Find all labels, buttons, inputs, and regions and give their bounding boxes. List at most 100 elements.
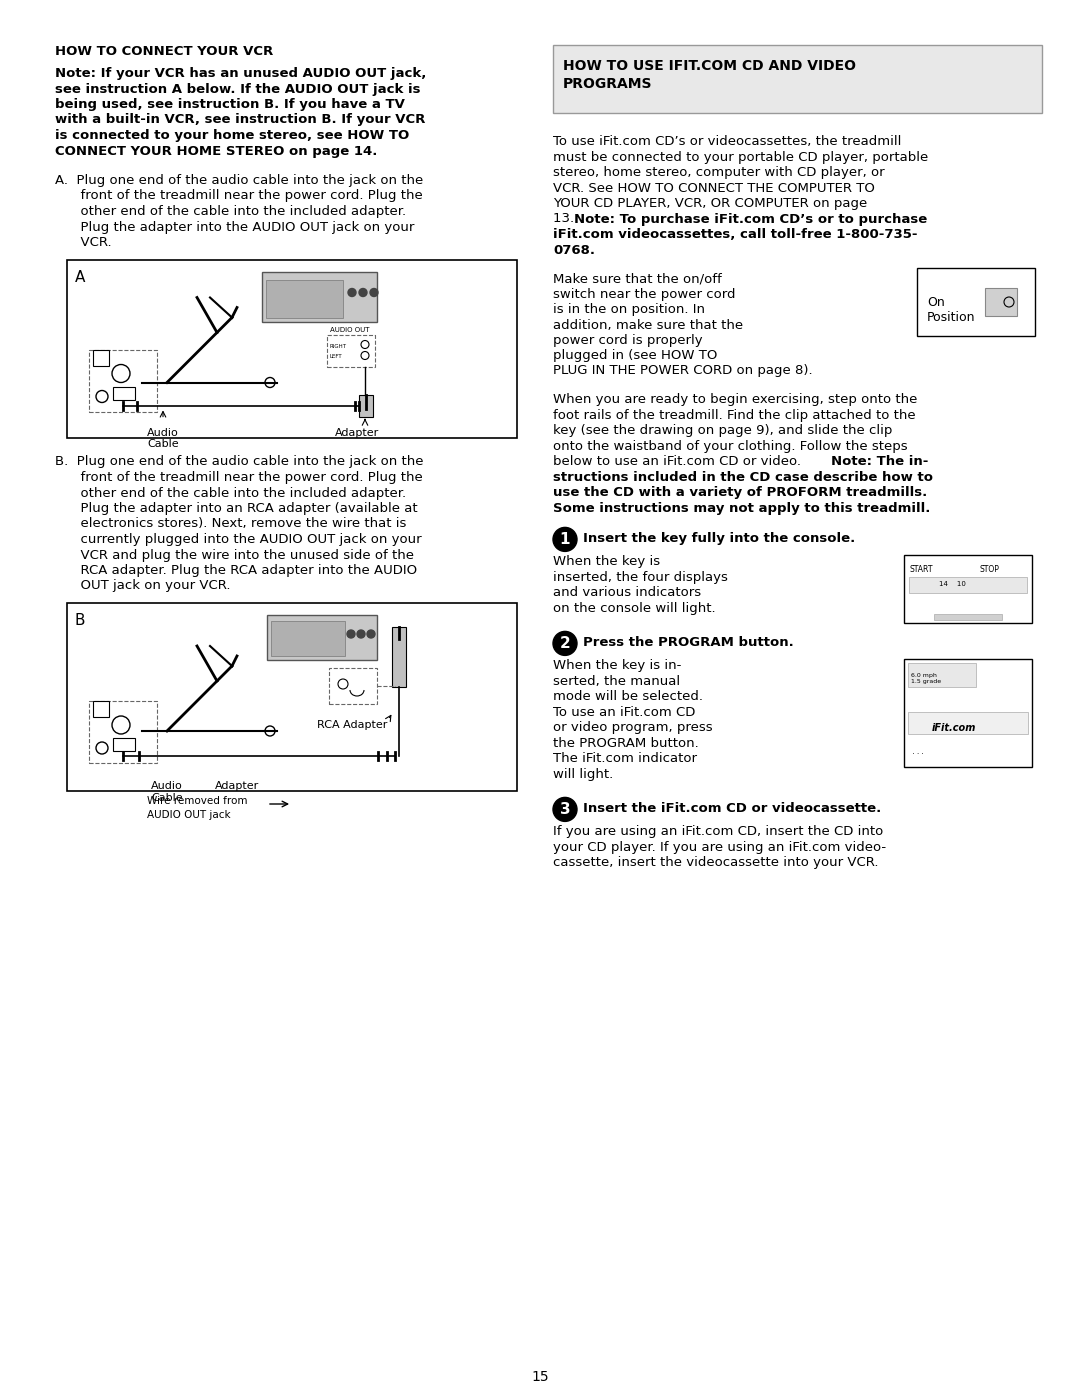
Bar [908, 712, 1028, 735]
Text: Insert the iFit.com CD or videocassette.: Insert the iFit.com CD or videocassette. [583, 802, 881, 816]
Text: key (see the drawing on page 9), and slide the clip: key (see the drawing on page 9), and sli… [553, 425, 892, 437]
Text: To use iFit.com CD’s or videocassettes, the treadmill: To use iFit.com CD’s or videocassettes, … [553, 136, 902, 148]
Bar [908, 664, 976, 687]
Text: with a built-in VCR, see instruction B. If your VCR: with a built-in VCR, see instruction B. … [55, 113, 426, 127]
Text: electronics stores). Next, remove the wire that is: electronics stores). Next, remove the wi… [55, 517, 406, 531]
Text: stereo, home stereo, computer with CD player, or: stereo, home stereo, computer with CD pl… [553, 166, 885, 179]
Text: is connected to your home stereo, see HOW TO: is connected to your home stereo, see HO… [55, 129, 409, 142]
Text: When the key is in-: When the key is in- [553, 659, 681, 672]
Text: Plug the adapter into the AUDIO OUT jack on your: Plug the adapter into the AUDIO OUT jack… [55, 221, 415, 233]
Text: 3: 3 [559, 802, 570, 817]
Text: PLUG IN THE POWER CORD on page 8).: PLUG IN THE POWER CORD on page 8). [553, 365, 812, 377]
Bar [327, 334, 375, 366]
Text: OUT jack on your VCR.: OUT jack on your VCR. [55, 580, 230, 592]
Bar [359, 394, 373, 416]
Text: onto the waistband of your clothing. Follow the steps: onto the waistband of your clothing. Fol… [553, 440, 907, 453]
Circle shape [553, 528, 577, 552]
Text: iFit.com: iFit.com [932, 724, 976, 733]
Circle shape [367, 630, 375, 638]
Text: your CD player. If you are using an iFit.com video-: your CD player. If you are using an iFit… [553, 841, 886, 854]
Text: front of the treadmill near the power cord. Plug the: front of the treadmill near the power co… [55, 471, 422, 483]
Text: STOP: STOP [980, 566, 1000, 574]
Text: START: START [910, 566, 933, 574]
Text: Note: To purchase iFit.com CD’s or to purchase: Note: To purchase iFit.com CD’s or to pu… [573, 212, 928, 225]
Text: HOW TO CONNECT YOUR VCR: HOW TO CONNECT YOUR VCR [55, 45, 273, 59]
Bar [909, 577, 1027, 594]
Text: VCR.: VCR. [55, 236, 111, 249]
Text: Note: If your VCR has an unused AUDIO OUT jack,: Note: If your VCR has an unused AUDIO OU… [55, 67, 427, 80]
Text: On
Position: On Position [927, 296, 975, 324]
Text: Press the PROGRAM button.: Press the PROGRAM button. [583, 637, 794, 650]
Bar [329, 668, 377, 704]
Text: 6.0 mph: 6.0 mph [912, 673, 936, 679]
Text: Make sure that the on/off: Make sure that the on/off [553, 272, 721, 286]
Text: AUDIO OUT jack: AUDIO OUT jack [147, 810, 231, 820]
Bar [917, 268, 1035, 337]
Circle shape [553, 631, 577, 655]
Text: will light.: will light. [553, 768, 613, 781]
Text: B: B [75, 613, 85, 629]
Text: switch near the power cord: switch near the power cord [553, 288, 735, 302]
Text: Insert the key fully into the console.: Insert the key fully into the console. [583, 532, 855, 545]
Text: front of the treadmill near the power cord. Plug the: front of the treadmill near the power co… [55, 190, 422, 203]
Bar [392, 627, 406, 687]
Text: Audio
Cable: Audio Cable [147, 427, 179, 448]
Bar [113, 738, 135, 752]
Bar [271, 622, 345, 657]
Bar [904, 659, 1032, 767]
Text: LEFT: LEFT [329, 355, 341, 359]
Bar [904, 556, 1032, 623]
Text: Adapter: Adapter [335, 427, 379, 437]
Bar [89, 701, 157, 763]
Bar [93, 349, 109, 366]
Text: plugged in (see HOW TO: plugged in (see HOW TO [553, 349, 717, 362]
Text: being used, see instruction B. If you have a TV: being used, see instruction B. If you ha… [55, 98, 405, 110]
Text: Some instructions may not apply to this treadmill.: Some instructions may not apply to this … [553, 502, 930, 515]
Text: A.  Plug one end of the audio cable into the jack on the: A. Plug one end of the audio cable into … [55, 175, 423, 187]
Text: the PROGRAM button.: the PROGRAM button. [553, 736, 699, 750]
Text: VCR and plug the wire into the unused side of the: VCR and plug the wire into the unused si… [55, 549, 414, 562]
Text: 2: 2 [559, 636, 570, 651]
Text: inserted, the four displays: inserted, the four displays [553, 571, 728, 584]
Text: below to use an iFit.com CD or video.: below to use an iFit.com CD or video. [553, 455, 806, 468]
Bar [267, 615, 377, 659]
Text: is in the on position. In: is in the on position. In [553, 303, 705, 316]
Text: cassette, insert the videocassette into your VCR.: cassette, insert the videocassette into … [553, 856, 878, 869]
Text: HOW TO USE IFIT.COM CD AND VIDEO: HOW TO USE IFIT.COM CD AND VIDEO [563, 59, 856, 73]
Text: must be connected to your portable CD player, portable: must be connected to your portable CD pl… [553, 151, 928, 163]
Text: 14    10: 14 10 [939, 581, 966, 587]
Bar [93, 701, 109, 717]
Text: CONNECT YOUR HOME STEREO on page 14.: CONNECT YOUR HOME STEREO on page 14. [55, 144, 377, 158]
Text: 1.5 grade: 1.5 grade [912, 679, 941, 685]
Text: or video program, press: or video program, press [553, 721, 713, 735]
Text: A: A [75, 270, 85, 285]
Circle shape [348, 289, 356, 296]
Text: iFit.com videocassettes, call toll-free 1-800-735-: iFit.com videocassettes, call toll-free … [553, 228, 918, 242]
Circle shape [347, 630, 355, 638]
Text: Note: The in-: Note: The in- [831, 455, 929, 468]
Text: . . .: . . . [908, 749, 923, 756]
Text: 15: 15 [531, 1370, 549, 1384]
Bar [266, 279, 343, 317]
Text: VCR. See HOW TO CONNECT THE COMPUTER TO: VCR. See HOW TO CONNECT THE COMPUTER TO [553, 182, 875, 194]
Text: serted, the manual: serted, the manual [553, 675, 680, 687]
Text: and various indicators: and various indicators [553, 587, 701, 599]
Text: currently plugged into the AUDIO OUT jack on your: currently plugged into the AUDIO OUT jac… [55, 534, 421, 546]
Text: mode will be selected.: mode will be selected. [553, 690, 703, 704]
Text: B.  Plug one end of the audio cable into the jack on the: B. Plug one end of the audio cable into … [55, 455, 423, 468]
Text: Audio
Cable: Audio Cable [151, 781, 183, 803]
Bar [67, 260, 517, 437]
Text: see instruction A below. If the AUDIO OUT jack is: see instruction A below. If the AUDIO OU… [55, 82, 420, 95]
Text: Wire removed from: Wire removed from [147, 796, 247, 806]
Text: use the CD with a variety of PROFORM treadmills.: use the CD with a variety of PROFORM tre… [553, 486, 928, 499]
Circle shape [359, 289, 367, 296]
Text: RIGHT: RIGHT [329, 344, 346, 348]
Text: power cord is properly: power cord is properly [553, 334, 703, 346]
Text: If you are using an iFit.com CD, insert the CD into: If you are using an iFit.com CD, insert … [553, 826, 883, 838]
Bar [113, 387, 135, 400]
Text: on the console will light.: on the console will light. [553, 602, 716, 615]
Text: AUDIO OUT: AUDIO OUT [330, 327, 369, 334]
Text: structions included in the CD case describe how to: structions included in the CD case descr… [553, 471, 933, 483]
Text: PROGRAMS: PROGRAMS [563, 77, 652, 91]
Text: Plug the adapter into an RCA adapter (available at: Plug the adapter into an RCA adapter (av… [55, 502, 418, 515]
